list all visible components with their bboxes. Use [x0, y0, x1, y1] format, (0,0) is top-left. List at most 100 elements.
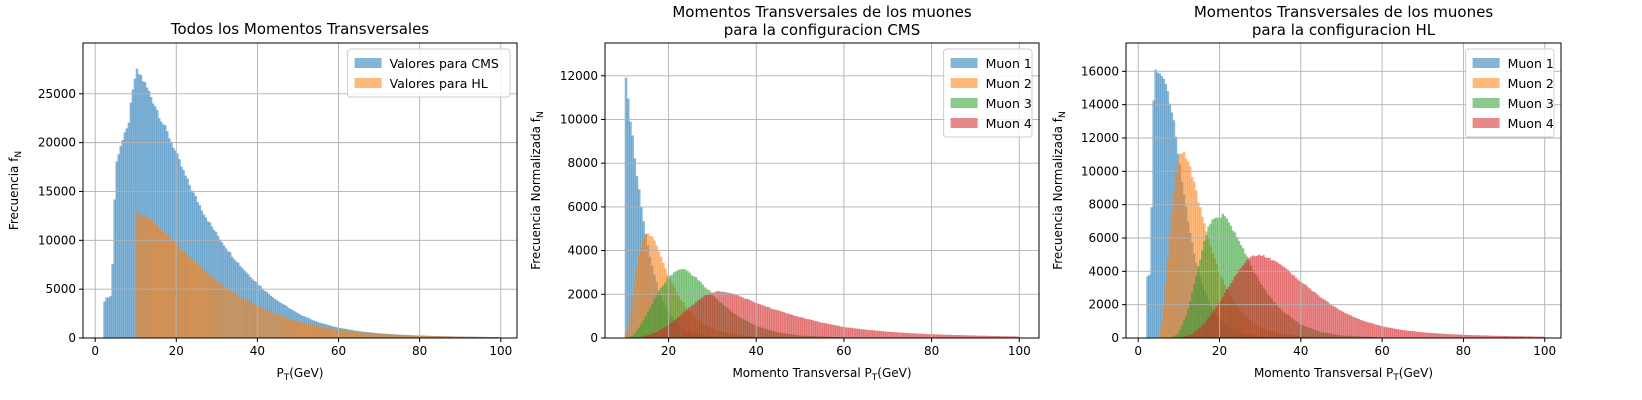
- histogram-bin: [767, 306, 770, 338]
- histogram-bin: [1195, 190, 1198, 338]
- histogram-bin: [1449, 334, 1452, 338]
- histogram-bin: [387, 334, 390, 338]
- histogram-bin: [907, 333, 911, 338]
- histogram-bin: [249, 301, 252, 338]
- histogram-bin: [740, 297, 744, 338]
- histogram-bin: [409, 335, 412, 338]
- histogram-bin: [922, 333, 926, 338]
- histogram-bin: [1270, 260, 1273, 338]
- histogram-bin: [257, 306, 260, 338]
- histogram-bin: [1514, 336, 1517, 338]
- histogram-bin: [196, 264, 199, 338]
- histogram-bin: [1223, 216, 1226, 338]
- histogram-bin: [464, 336, 467, 338]
- series-muon-4: [624, 290, 1020, 338]
- histogram-bin: [153, 224, 157, 338]
- histogram-bin: [900, 332, 904, 338]
- histogram-bin: [229, 289, 232, 338]
- histogram-bin: [1485, 335, 1489, 338]
- histogram-bin: [815, 321, 819, 338]
- histogram-bin: [756, 303, 759, 338]
- histogram-bin: [898, 332, 902, 338]
- histogram-bin: [330, 328, 333, 338]
- histogram-bin: [291, 319, 295, 338]
- histogram-bin: [633, 158, 637, 338]
- histogram-bin: [214, 280, 218, 338]
- histogram-bin: [401, 334, 404, 338]
- histogram-bin: [1211, 312, 1214, 338]
- histogram-bin: [145, 87, 149, 338]
- legend-swatch: [950, 98, 978, 108]
- histogram-bin: [462, 336, 465, 338]
- histogram-bin: [1225, 218, 1229, 338]
- histogram-bin: [868, 330, 871, 338]
- histogram-bin: [878, 330, 882, 338]
- histogram-bin: [147, 90, 151, 339]
- histogram-bin: [243, 298, 246, 338]
- histogram-bin: [637, 327, 641, 338]
- histogram-bin: [1233, 276, 1237, 338]
- histogram-bin: [405, 335, 408, 338]
- histogram-bin: [1229, 225, 1233, 338]
- histogram-bin: [212, 279, 216, 338]
- x-tick-label: 40: [749, 344, 764, 358]
- histogram-bin: [938, 334, 941, 338]
- histogram-bin: [1172, 336, 1176, 338]
- legend-label: Muon 4: [986, 116, 1032, 131]
- y-tick-label: 4000: [1088, 264, 1119, 278]
- histogram-bin: [1310, 291, 1314, 338]
- histogram-bin: [1160, 323, 1163, 338]
- histogram-bin: [723, 292, 726, 338]
- histogram-bin: [710, 292, 713, 338]
- histogram-bin: [977, 335, 981, 338]
- histogram-bin: [1008, 336, 1011, 338]
- histogram-bin: [190, 257, 193, 338]
- histogram-bin: [629, 312, 632, 338]
- histogram-bin: [1180, 325, 1184, 338]
- histogram-bin: [1432, 333, 1436, 338]
- chart-panel-2: Momentos Transversales de los muonespara…: [529, 3, 1040, 383]
- histogram-bin: [640, 324, 643, 338]
- histogram-bin: [666, 277, 669, 338]
- histogram-bin: [635, 330, 639, 338]
- histogram-bin: [729, 293, 733, 338]
- histogram-bin: [332, 328, 335, 338]
- histogram-bin: [403, 335, 406, 338]
- histogram-bin: [1209, 223, 1212, 338]
- histogram-bin: [659, 287, 663, 338]
- histogram-bin: [1345, 313, 1348, 338]
- histogram-bin: [194, 262, 197, 338]
- histogram-bin: [255, 304, 258, 338]
- histogram-bin: [476, 336, 479, 338]
- histogram-bin: [914, 333, 917, 338]
- histogram-bin: [990, 335, 994, 338]
- histogram-bin: [233, 293, 236, 338]
- histogram-bin: [1296, 279, 1300, 338]
- histogram-bin: [1382, 326, 1385, 338]
- histogram-bin: [273, 313, 277, 338]
- histogram-bin: [141, 81, 145, 339]
- histogram-bin: [322, 327, 325, 338]
- histogram-bin: [235, 293, 238, 338]
- histogram-bin: [1378, 325, 1381, 338]
- histogram-bin: [718, 291, 722, 338]
- histogram-bin: [149, 97, 153, 338]
- histogram-bin: [850, 327, 854, 338]
- histogram-bin: [813, 320, 816, 338]
- histogram-bin: [782, 312, 786, 338]
- histogram-bin: [184, 252, 187, 338]
- histogram-bin: [780, 311, 783, 338]
- chart-title: Momentos Transversales de los muones: [1194, 3, 1493, 21]
- histogram-bin: [918, 333, 922, 338]
- histogram-bin: [279, 315, 283, 338]
- histogram-bin: [1475, 335, 1479, 338]
- histogram-bin: [450, 336, 453, 338]
- histogram-bin: [340, 330, 343, 338]
- histogram-bin: [1195, 330, 1198, 338]
- histogram-bin: [1471, 335, 1474, 338]
- histogram-bin: [1463, 334, 1466, 338]
- histogram-bin: [870, 330, 873, 338]
- histogram-bin: [1390, 328, 1393, 338]
- histogram-bin: [697, 300, 700, 338]
- histogram-bin: [1168, 233, 1172, 338]
